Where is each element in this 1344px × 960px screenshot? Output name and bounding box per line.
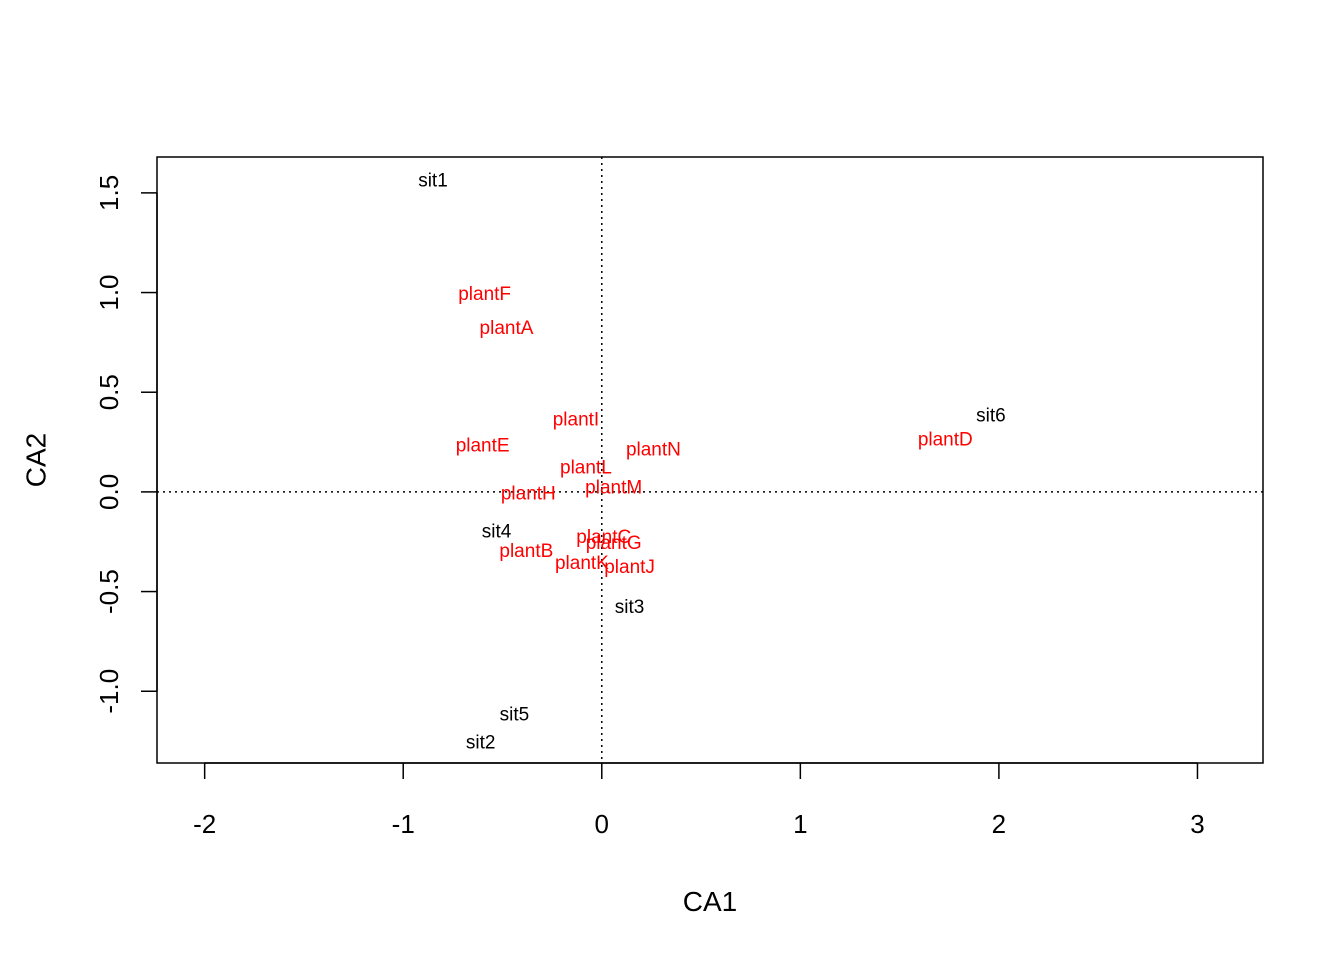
x-tick-label: 3 [1190, 809, 1204, 839]
point-label-plantj: plantJ [604, 557, 655, 578]
x-tick-label: 1 [793, 809, 807, 839]
point-label-plantg: plantG [586, 533, 642, 554]
y-tick-label: -0.5 [94, 569, 124, 614]
point-label-planti: plantI [553, 410, 599, 431]
point-label-plantd: plantD [918, 430, 973, 451]
point-labels: sit1sit2sit3sit4sit5sit6plantAplantBplan… [418, 170, 1006, 753]
y-axis: -1.0 -0.5 0.0 0.5 1.0 1.5 [94, 175, 158, 714]
reference-lines [157, 157, 1263, 763]
point-label-plante: plantE [456, 436, 510, 457]
y-axis-title: CA2 [21, 433, 52, 487]
y-tick-label: 1.5 [94, 175, 124, 211]
point-label-plantf: plantF [458, 284, 511, 305]
x-tick-label: -1 [392, 809, 415, 839]
point-label-sit1: sit1 [418, 170, 448, 191]
point-label-planta: plantA [480, 318, 534, 339]
point-label-plantk: plantK [555, 553, 609, 574]
y-tick-label: 1.0 [94, 274, 124, 310]
point-label-sit2: sit2 [466, 733, 496, 754]
point-label-sit6: sit6 [976, 406, 1006, 427]
point-label-sit3: sit3 [615, 597, 645, 618]
point-label-plantl: plantL [560, 457, 612, 478]
x-tick-label: 2 [992, 809, 1006, 839]
y-tick-label: 0.0 [94, 474, 124, 510]
x-axis: -2 -1 0 1 2 3 [193, 762, 1205, 839]
y-tick-label: -1.0 [94, 669, 124, 714]
point-label-plantm: plantM [585, 477, 642, 498]
x-axis-title: CA1 [683, 886, 737, 917]
point-label-sit4: sit4 [482, 521, 512, 542]
point-label-plantn: plantN [626, 440, 681, 461]
y-tick-label: 0.5 [94, 374, 124, 410]
point-label-plantb: plantB [499, 541, 553, 562]
x-tick-label: -2 [193, 809, 216, 839]
x-tick-label: 0 [595, 809, 609, 839]
point-label-plantc: plantC [576, 527, 631, 548]
point-label-sit5: sit5 [500, 705, 530, 726]
point-label-planth: plantH [501, 483, 556, 504]
